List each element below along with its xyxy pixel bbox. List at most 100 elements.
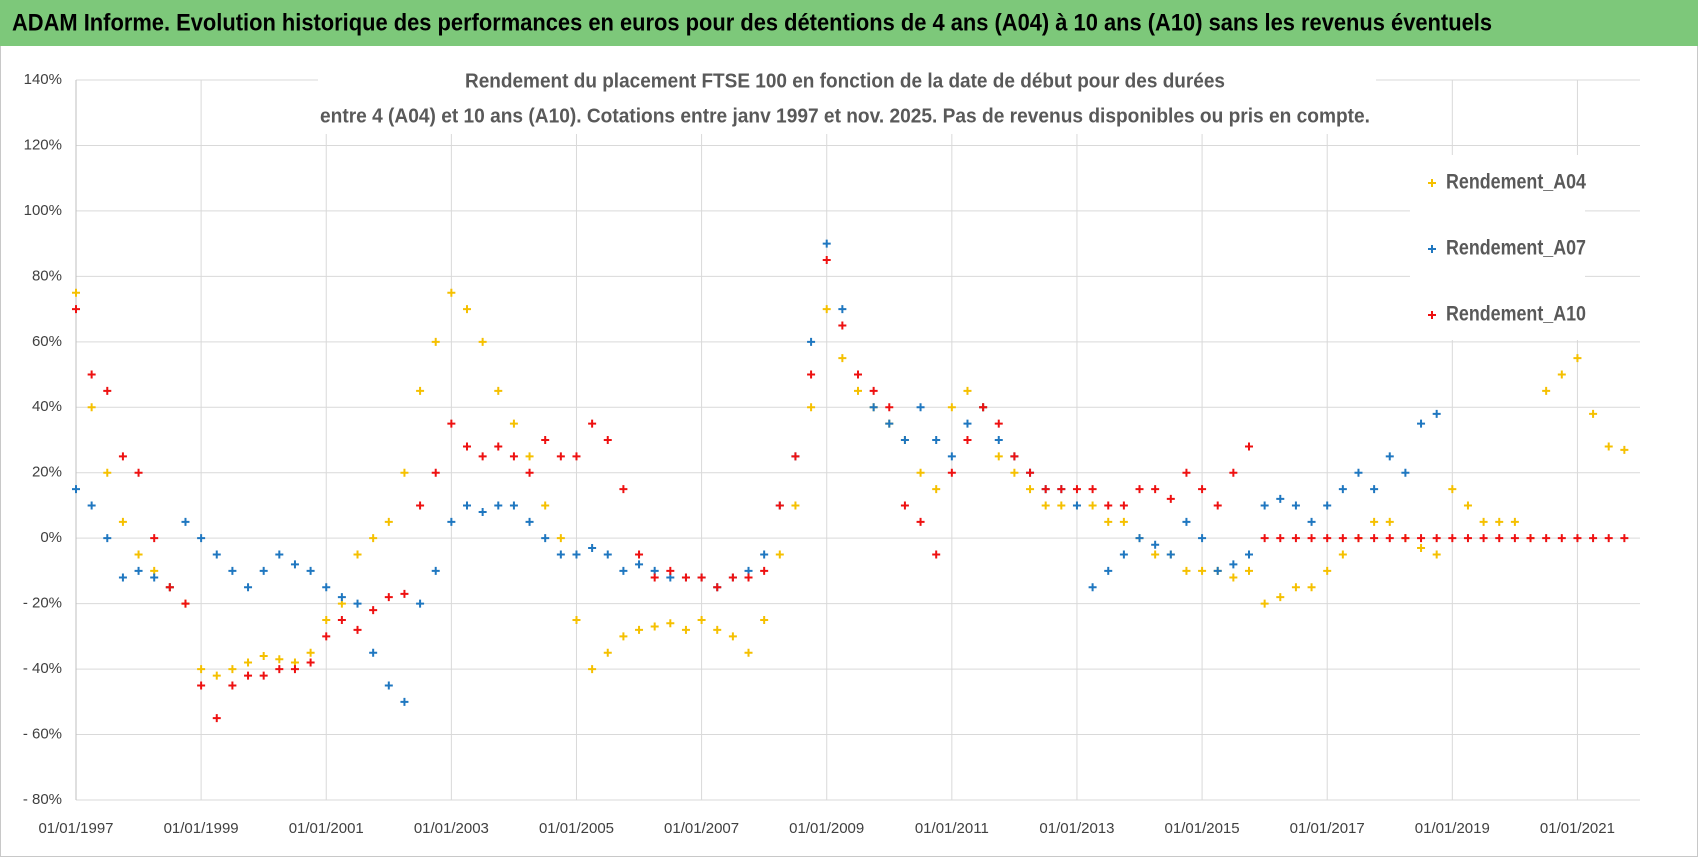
data-point <box>306 658 315 667</box>
data-point <box>1245 550 1253 559</box>
data-point <box>603 648 612 657</box>
data-point <box>681 573 690 582</box>
data-point <box>994 452 1003 461</box>
data-point <box>134 550 143 559</box>
data-point <box>1198 566 1207 575</box>
data-point <box>259 566 268 575</box>
data-point <box>541 436 550 444</box>
y-tick-label: - 60% <box>23 726 62 743</box>
data-point <box>854 386 862 395</box>
data-point <box>979 403 988 412</box>
y-tick-label: - 80% <box>23 791 62 808</box>
data-point <box>1620 445 1629 454</box>
data-point <box>1041 501 1050 510</box>
chart-title: entre 4 (A04) et 10 ans (A10). Cotations… <box>320 105 1370 127</box>
data-point <box>525 468 534 477</box>
data-point <box>744 573 753 582</box>
x-tick-label: 01/01/1997 <box>38 820 113 837</box>
data-point <box>290 665 299 674</box>
data-point <box>494 386 503 395</box>
legend-label: Rendement_A04 <box>1446 171 1586 194</box>
data-point <box>306 566 315 575</box>
data-point <box>384 681 393 690</box>
data-point <box>916 517 925 526</box>
data-point <box>822 256 831 264</box>
x-tick-label: 01/01/2007 <box>664 820 739 837</box>
data-point <box>1198 534 1207 543</box>
data-point <box>1604 442 1613 451</box>
data-point <box>400 468 409 477</box>
data-point <box>181 517 190 526</box>
data-point <box>603 550 612 559</box>
data-point <box>807 337 816 346</box>
data-point <box>666 619 675 628</box>
data-point <box>87 403 96 412</box>
data-point <box>1245 566 1253 575</box>
data-point <box>1026 485 1035 494</box>
x-tick-label: 01/01/2009 <box>789 820 864 837</box>
data-point <box>384 517 393 526</box>
data-point <box>165 583 174 592</box>
data-point <box>197 665 206 674</box>
data-point <box>1510 517 1519 526</box>
data-point <box>416 599 425 608</box>
data-point <box>1088 583 1097 592</box>
data-point <box>791 501 800 510</box>
data-point <box>1088 501 1097 510</box>
data-point <box>885 403 894 412</box>
y-tick-label: 100% <box>24 202 62 219</box>
data-point <box>509 501 518 510</box>
data-point <box>1088 485 1097 494</box>
x-tick-label: 01/01/2003 <box>414 820 489 837</box>
data-point <box>947 452 956 461</box>
data-point <box>697 573 706 582</box>
data-point <box>666 566 675 575</box>
plot-area <box>72 79 1640 801</box>
data-point <box>1041 485 1050 494</box>
data-point <box>478 337 487 346</box>
data-point <box>290 560 299 569</box>
data-point <box>572 550 581 559</box>
data-point <box>369 606 378 615</box>
data-point <box>118 573 127 582</box>
data-point <box>322 616 331 624</box>
data-point <box>337 616 346 624</box>
data-point <box>1198 485 1207 494</box>
data-point <box>1057 501 1066 510</box>
data-point <box>760 616 769 624</box>
data-point <box>728 632 737 641</box>
data-point <box>416 386 425 395</box>
data-point <box>463 442 471 451</box>
data-point <box>1432 550 1441 559</box>
data-point <box>1385 517 1394 526</box>
data-point <box>431 566 440 575</box>
data-point <box>1432 409 1441 418</box>
data-point <box>1401 468 1410 477</box>
data-point <box>353 599 362 608</box>
data-point <box>1495 517 1504 526</box>
data-point <box>1276 534 1285 543</box>
data-point <box>525 452 534 461</box>
data-point <box>494 501 503 510</box>
data-point <box>728 573 737 582</box>
data-point <box>1072 485 1081 494</box>
data-point <box>369 534 378 543</box>
data-point <box>1448 485 1457 494</box>
data-point <box>87 501 96 510</box>
data-point <box>1119 501 1128 510</box>
data-point <box>353 625 362 634</box>
data-point <box>1370 517 1379 526</box>
data-point <box>463 305 471 314</box>
data-point <box>1151 540 1160 549</box>
data-point <box>353 550 362 559</box>
data-point <box>463 501 471 510</box>
data-point <box>963 436 972 444</box>
legend-bg <box>1410 155 1585 340</box>
data-point <box>1276 593 1285 602</box>
data-point <box>947 468 956 477</box>
data-point <box>150 573 159 582</box>
data-point <box>760 550 769 559</box>
data-point <box>1213 501 1222 510</box>
data-point <box>1385 534 1394 543</box>
